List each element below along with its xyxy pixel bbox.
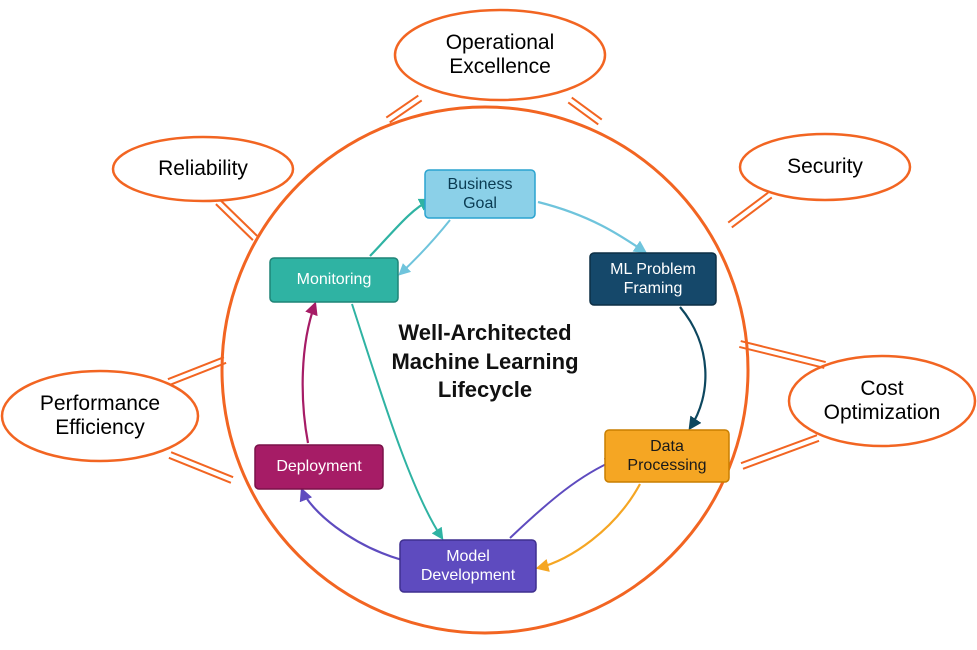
edge-model-development-to-data-processing bbox=[510, 460, 615, 538]
pillar-cost-optimization-connector bbox=[741, 435, 819, 469]
node-monitoring: Monitoring bbox=[270, 258, 398, 302]
edge-business-goal-to-ml-problem-framing bbox=[538, 202, 645, 252]
node-model-development-label-line: Model bbox=[421, 547, 515, 566]
pillar-cost-optimization-label: CostOptimization bbox=[789, 377, 975, 425]
center-title-line: Lifecycle bbox=[355, 376, 615, 405]
pillar-security-label: Security bbox=[740, 155, 910, 179]
pillar-operational-excellence-label: OperationalExcellence bbox=[395, 31, 605, 79]
pillar-performance-efficiency-label-line: Efficiency bbox=[2, 416, 198, 440]
edge-data-processing-to-model-development bbox=[538, 484, 640, 568]
edge-model-development-to-deployment bbox=[302, 490, 402, 560]
center-title-line: Machine Learning bbox=[355, 348, 615, 377]
pillar-reliability-label-line: Reliability bbox=[113, 157, 293, 181]
edge-ml-problem-framing-to-data-processing bbox=[680, 307, 705, 428]
pillar-cost-optimization-label-line: Cost bbox=[789, 377, 975, 401]
pillar-cost-optimization-label-line: Optimization bbox=[789, 401, 975, 425]
node-ml-problem-framing-label-line: ML Problem bbox=[610, 260, 696, 279]
diagram-stage: OperationalExcellence Reliability Security… bbox=[0, 0, 977, 650]
center-title: Well-ArchitectedMachine LearningLifecycl… bbox=[355, 319, 615, 405]
pillar-operational-excellence-connector bbox=[568, 98, 602, 125]
node-model-development-label-line: Development bbox=[421, 566, 515, 585]
pillar-operational-excellence-label-line: Excellence bbox=[395, 55, 605, 79]
pillar-cost-optimization-connector bbox=[739, 341, 825, 368]
center-title-line: Well-Architected bbox=[355, 319, 615, 348]
node-ml-problem-framing-label-line: Framing bbox=[610, 279, 696, 298]
node-business-goal: BusinessGoal bbox=[425, 170, 535, 218]
node-deployment-label-line: Deployment bbox=[276, 457, 361, 476]
node-ml-problem-framing: ML ProblemFraming bbox=[590, 253, 716, 305]
edge-business-goal-to-monitoring bbox=[400, 220, 450, 274]
pillar-performance-efficiency-connector bbox=[169, 452, 233, 483]
node-data-processing-label-line: Processing bbox=[627, 456, 706, 475]
node-deployment: Deployment bbox=[255, 445, 383, 489]
edge-deployment-to-monitoring bbox=[303, 304, 315, 443]
pillar-security-connector bbox=[728, 193, 772, 228]
node-data-processing-label-line: Data bbox=[627, 437, 706, 456]
pillar-performance-efficiency-label: PerformanceEfficiency bbox=[2, 392, 198, 440]
node-model-development: ModelDevelopment bbox=[400, 540, 536, 592]
pillar-operational-excellence-label-line: Operational bbox=[395, 31, 605, 55]
node-monitoring-label-line: Monitoring bbox=[297, 270, 372, 289]
node-business-goal-label-line: Goal bbox=[448, 194, 513, 213]
pillar-performance-efficiency-label-line: Performance bbox=[2, 392, 198, 416]
node-data-processing: DataProcessing bbox=[605, 430, 729, 482]
edge-monitoring-to-business-goal bbox=[370, 200, 430, 256]
pillar-reliability-label: Reliability bbox=[113, 157, 293, 181]
pillar-reliability-connector bbox=[216, 200, 257, 240]
node-business-goal-label-line: Business bbox=[448, 175, 513, 194]
pillar-performance-efficiency-connector bbox=[168, 357, 226, 385]
pillar-security-label-line: Security bbox=[740, 155, 910, 179]
